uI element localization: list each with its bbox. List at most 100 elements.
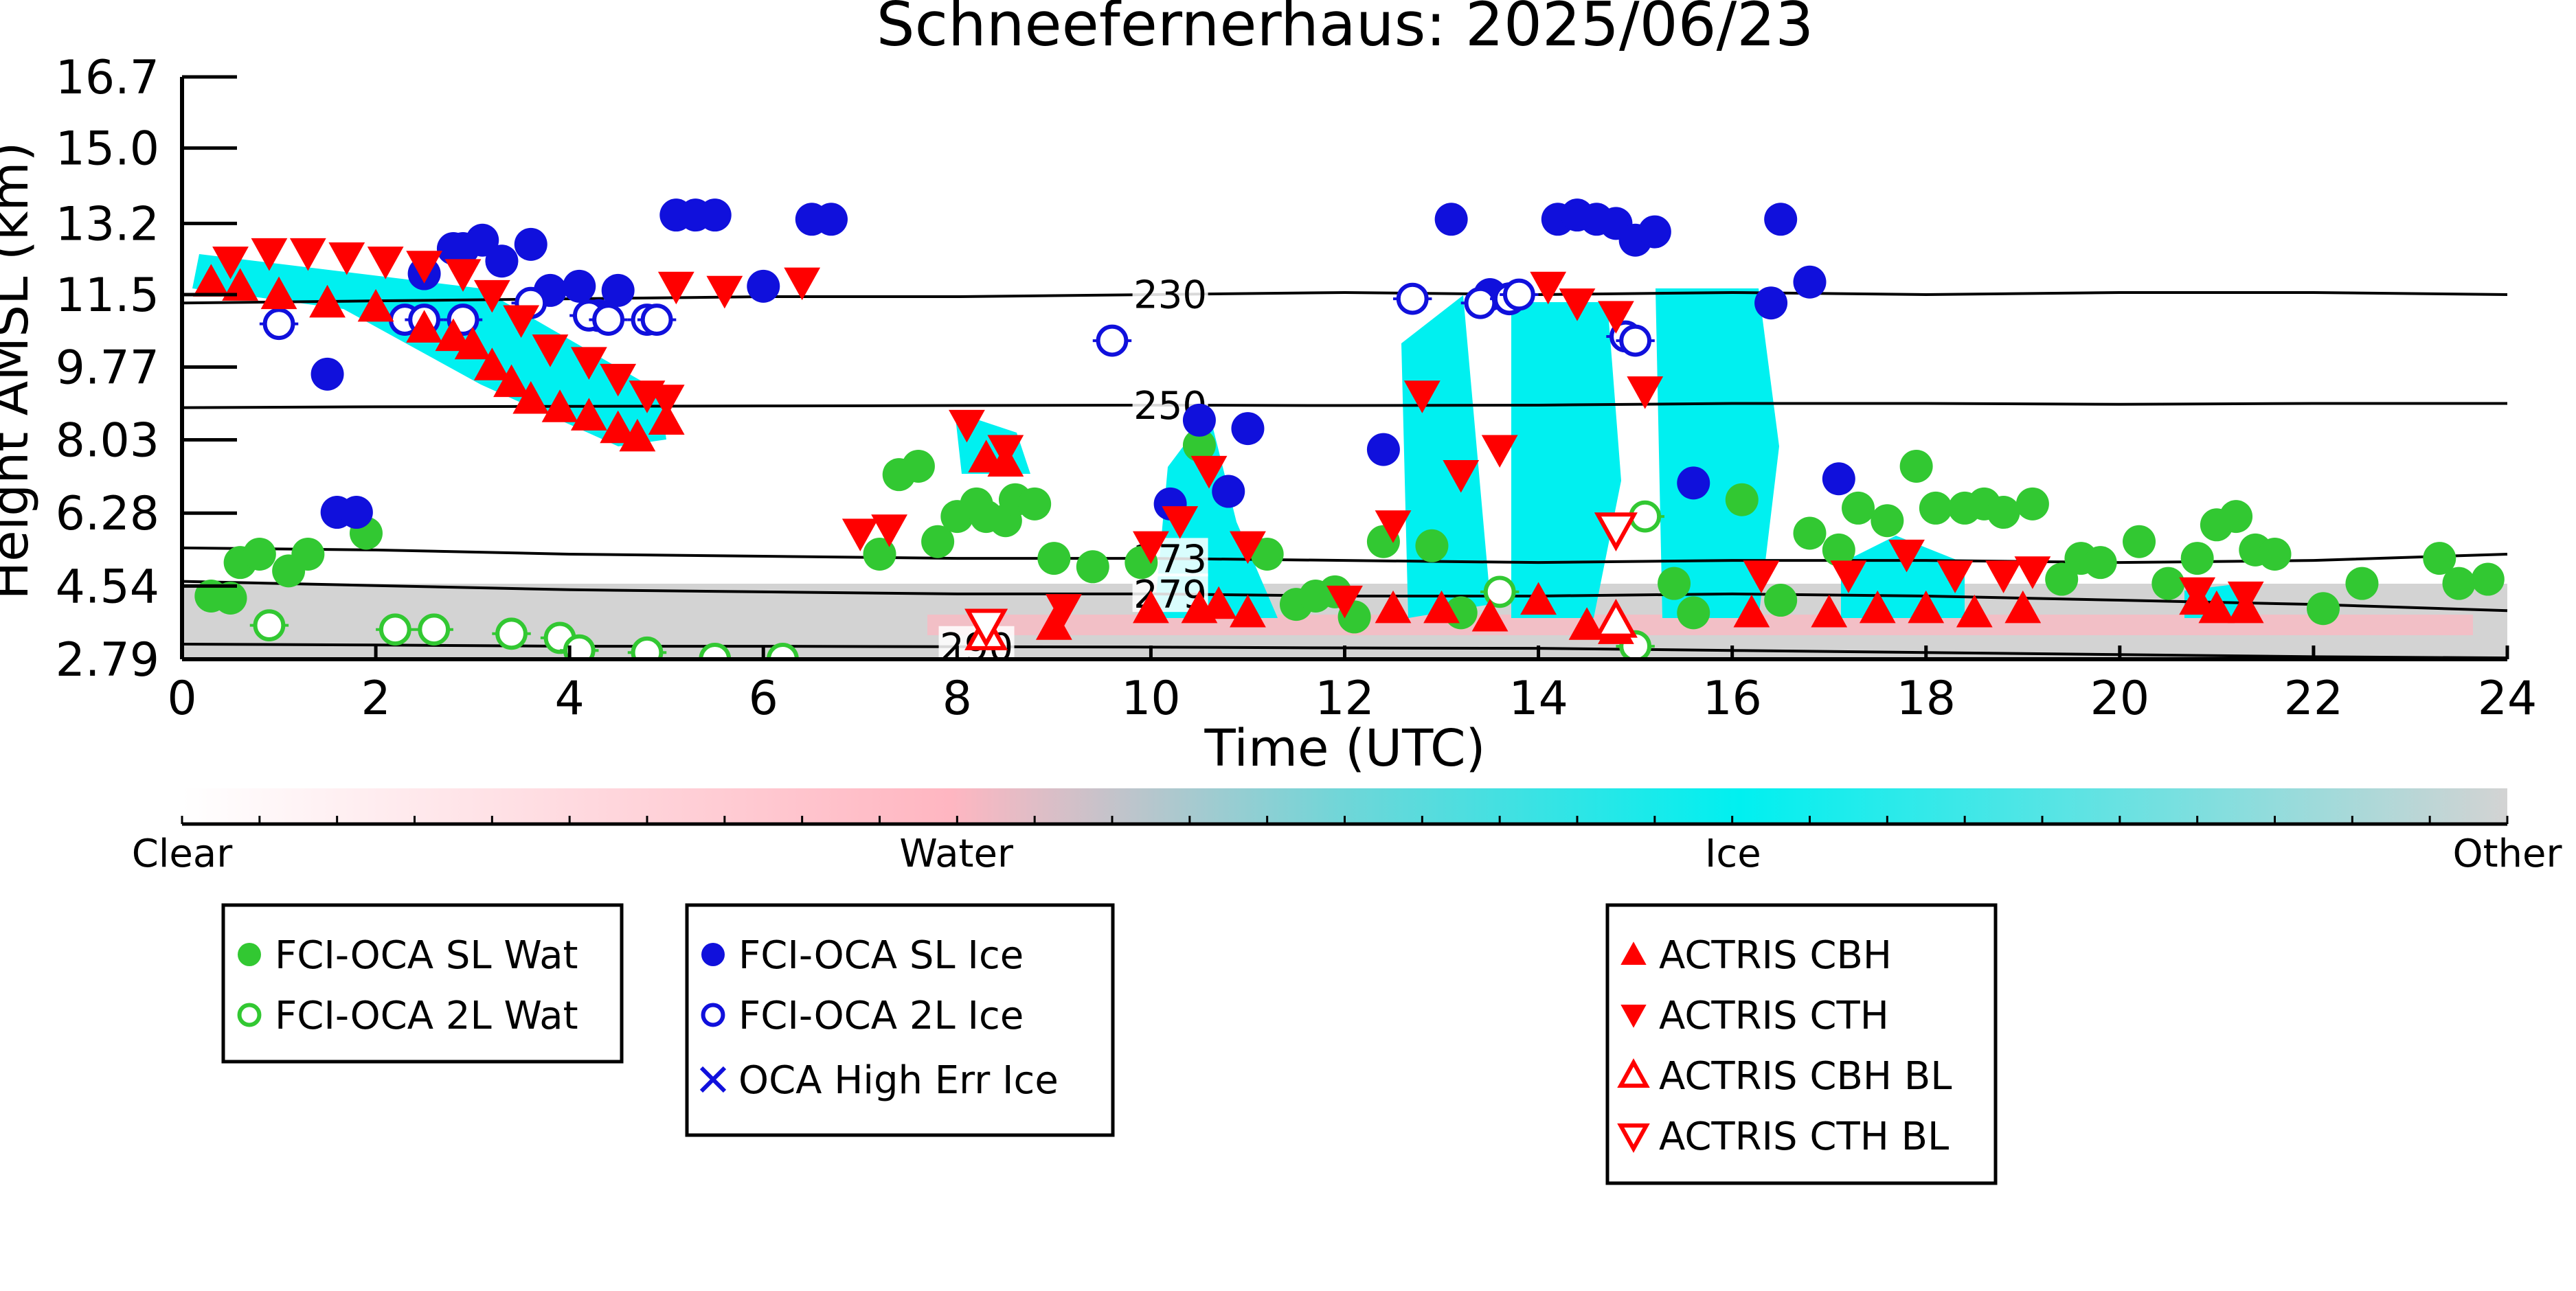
fci-oca-sl-wat-point <box>1871 504 1904 538</box>
actris-cbh-point <box>1375 590 1412 624</box>
legend-fci-oca-2l-ice-icon <box>701 1003 725 1027</box>
fci-oca-sl-ice-point <box>1754 286 1788 320</box>
fci-oca-sl-ice-point <box>747 269 780 303</box>
y-tick-label: 13.2 <box>56 197 159 251</box>
actris-cbh-bl-point <box>1594 598 1638 638</box>
legend-layer: FCI-OCA SL Wat FCI-OCA 2L Wat FCI-OCA SL I… <box>221 903 1998 1185</box>
actris-cth-point <box>1559 288 1596 321</box>
fci-oca-2l-ice-point <box>1096 324 1129 357</box>
fci-oca-2l-ice-point <box>1619 324 1652 357</box>
legend-actris-cth-bl-label: ACTRIS CTH BL <box>1659 1115 1949 1159</box>
fci-oca-sl-wat-point <box>2423 542 2456 575</box>
legend-box: ACTRIS CBH ACTRIS CTH ACTRIS CBH BL ACTRIS … <box>1605 903 1998 1185</box>
ice-mask-region <box>1656 288 1779 618</box>
actris-cth-point <box>473 279 510 313</box>
x-tick-label: 14 <box>1509 672 1568 726</box>
actris-cth-point <box>1230 531 1266 564</box>
fci-oca-sl-wat-point <box>2258 537 2292 571</box>
actris-cbh-point <box>1908 590 1945 624</box>
fci-oca-sl-wat-point <box>863 537 896 571</box>
actris-cth-point <box>1162 506 1199 539</box>
y-tick-label: 8.03 <box>56 414 159 468</box>
actris-cbh-point <box>1035 607 1072 640</box>
fci-oca-sl-wat-point <box>1658 567 1691 600</box>
fci-oca-sl-wat-point <box>1919 491 1952 525</box>
fci-oca-sl-ice-point <box>339 496 373 529</box>
fci-oca-sl-wat-point <box>1182 429 1216 462</box>
actris-cbh-point <box>512 381 550 414</box>
actris-cbh-point <box>260 276 297 310</box>
actris-cth-point <box>532 334 569 367</box>
isotherm-label: 230 <box>1133 273 1207 318</box>
actris-cbh-point <box>493 364 530 398</box>
actris-cth-point <box>1443 460 1480 493</box>
legend-actris-cbh-bl-label: ACTRIS CBH BL <box>1659 1054 1952 1099</box>
x-tick-label: 12 <box>1315 672 1375 726</box>
actris-cbh-point <box>1568 607 1605 640</box>
fci-oca-2l-wat-point <box>563 634 596 659</box>
actris-cth-point <box>600 363 637 397</box>
actris-cbh-point <box>1733 594 1770 628</box>
isotherm-line <box>181 402 2507 409</box>
fci-oca-sl-wat-point <box>1018 487 1052 521</box>
actris-cth-point <box>289 238 326 271</box>
x-tick-label: 10 <box>1121 672 1181 726</box>
actris-cbh-point <box>619 418 656 452</box>
actris-cbh-point <box>309 284 346 318</box>
x-tick-label: 16 <box>1702 672 1762 726</box>
fci-oca-sl-wat-point <box>921 525 955 558</box>
actris-cth-point <box>657 271 694 305</box>
fci-oca-2l-ice-point <box>1502 278 1535 311</box>
y-tick-label: 9.77 <box>56 341 159 395</box>
actris-cth-point <box>841 518 879 551</box>
actris-cth-point <box>2179 577 2216 610</box>
fci-oca-2l-wat-point <box>1483 575 1516 608</box>
fci-oca-sl-wat-point <box>901 449 935 483</box>
actris-cbh-point <box>1811 594 1848 628</box>
fci-oca-sl-wat-point <box>1987 496 2020 529</box>
fci-oca-sl-ice-point <box>563 269 596 303</box>
actris-cth-point <box>1190 455 1228 489</box>
actris-cbh-point <box>648 402 685 435</box>
legend-frame <box>685 903 1115 1137</box>
fci-oca-sl-ice-point <box>601 273 635 307</box>
fci-oca-sl-ice-point <box>514 227 547 261</box>
fci-oca-2l-ice-point <box>640 304 673 336</box>
actris-cbh-point <box>1520 582 1557 615</box>
fci-oca-sl-wat-point <box>2180 542 2214 575</box>
fci-oca-sl-wat-point <box>1725 483 1759 516</box>
colorbar-label: Water <box>899 832 1014 876</box>
fci-oca-sl-wat-point <box>2442 567 2476 600</box>
fci-oca-2l-wat-point <box>418 613 451 646</box>
y-tick-label: 16.7 <box>56 51 159 105</box>
y-tick-label: 6.28 <box>56 487 159 541</box>
fci-oca-sl-wat-point <box>2015 487 2049 521</box>
fci-oca-sl-wat-point <box>2219 500 2253 534</box>
fci-oca-sl-wat-point <box>1842 491 1875 525</box>
legend-oca-high-err-ice-icon-stroke <box>699 1066 727 1093</box>
actris-cth-point <box>570 347 607 380</box>
x-tick-label: 20 <box>2090 672 2150 726</box>
legend-fci-oca-sl-wat-icon <box>238 943 261 966</box>
y-tick-label: 11.5 <box>56 269 159 323</box>
legend-actris-cbh-icon <box>1620 941 1647 965</box>
actris-cth-point <box>1627 376 1664 409</box>
fci-oca-sl-ice-point <box>310 357 344 391</box>
y-tick-label: 4.54 <box>56 560 159 614</box>
actris-cth-point <box>1530 271 1567 305</box>
actris-cth-point <box>1326 585 1363 619</box>
fci-oca-sl-wat-point <box>2345 567 2379 600</box>
actris-cbh-point <box>406 310 443 343</box>
actris-cth-point <box>2227 581 2264 615</box>
legend-fci-oca-2l-ice-label: FCI-OCA 2L Ice <box>738 994 1024 1038</box>
actris-cth-point <box>648 385 685 418</box>
legend-actris-cbh-label: ACTRIS CBH <box>1659 933 1892 978</box>
fci-oca-2l-ice-point <box>592 304 624 336</box>
actris-cbh-point <box>1423 590 1460 624</box>
fci-oca-sl-wat-point <box>1899 449 1933 483</box>
actris-cbh-point <box>1230 594 1266 628</box>
colorbar-label: Other <box>2452 832 2562 876</box>
legend-fci-oca-sl-wat-label: FCI-OCA SL Wat <box>275 933 578 978</box>
actris-cth-bl-point <box>1594 512 1638 551</box>
actris-cth-point <box>1403 380 1440 413</box>
